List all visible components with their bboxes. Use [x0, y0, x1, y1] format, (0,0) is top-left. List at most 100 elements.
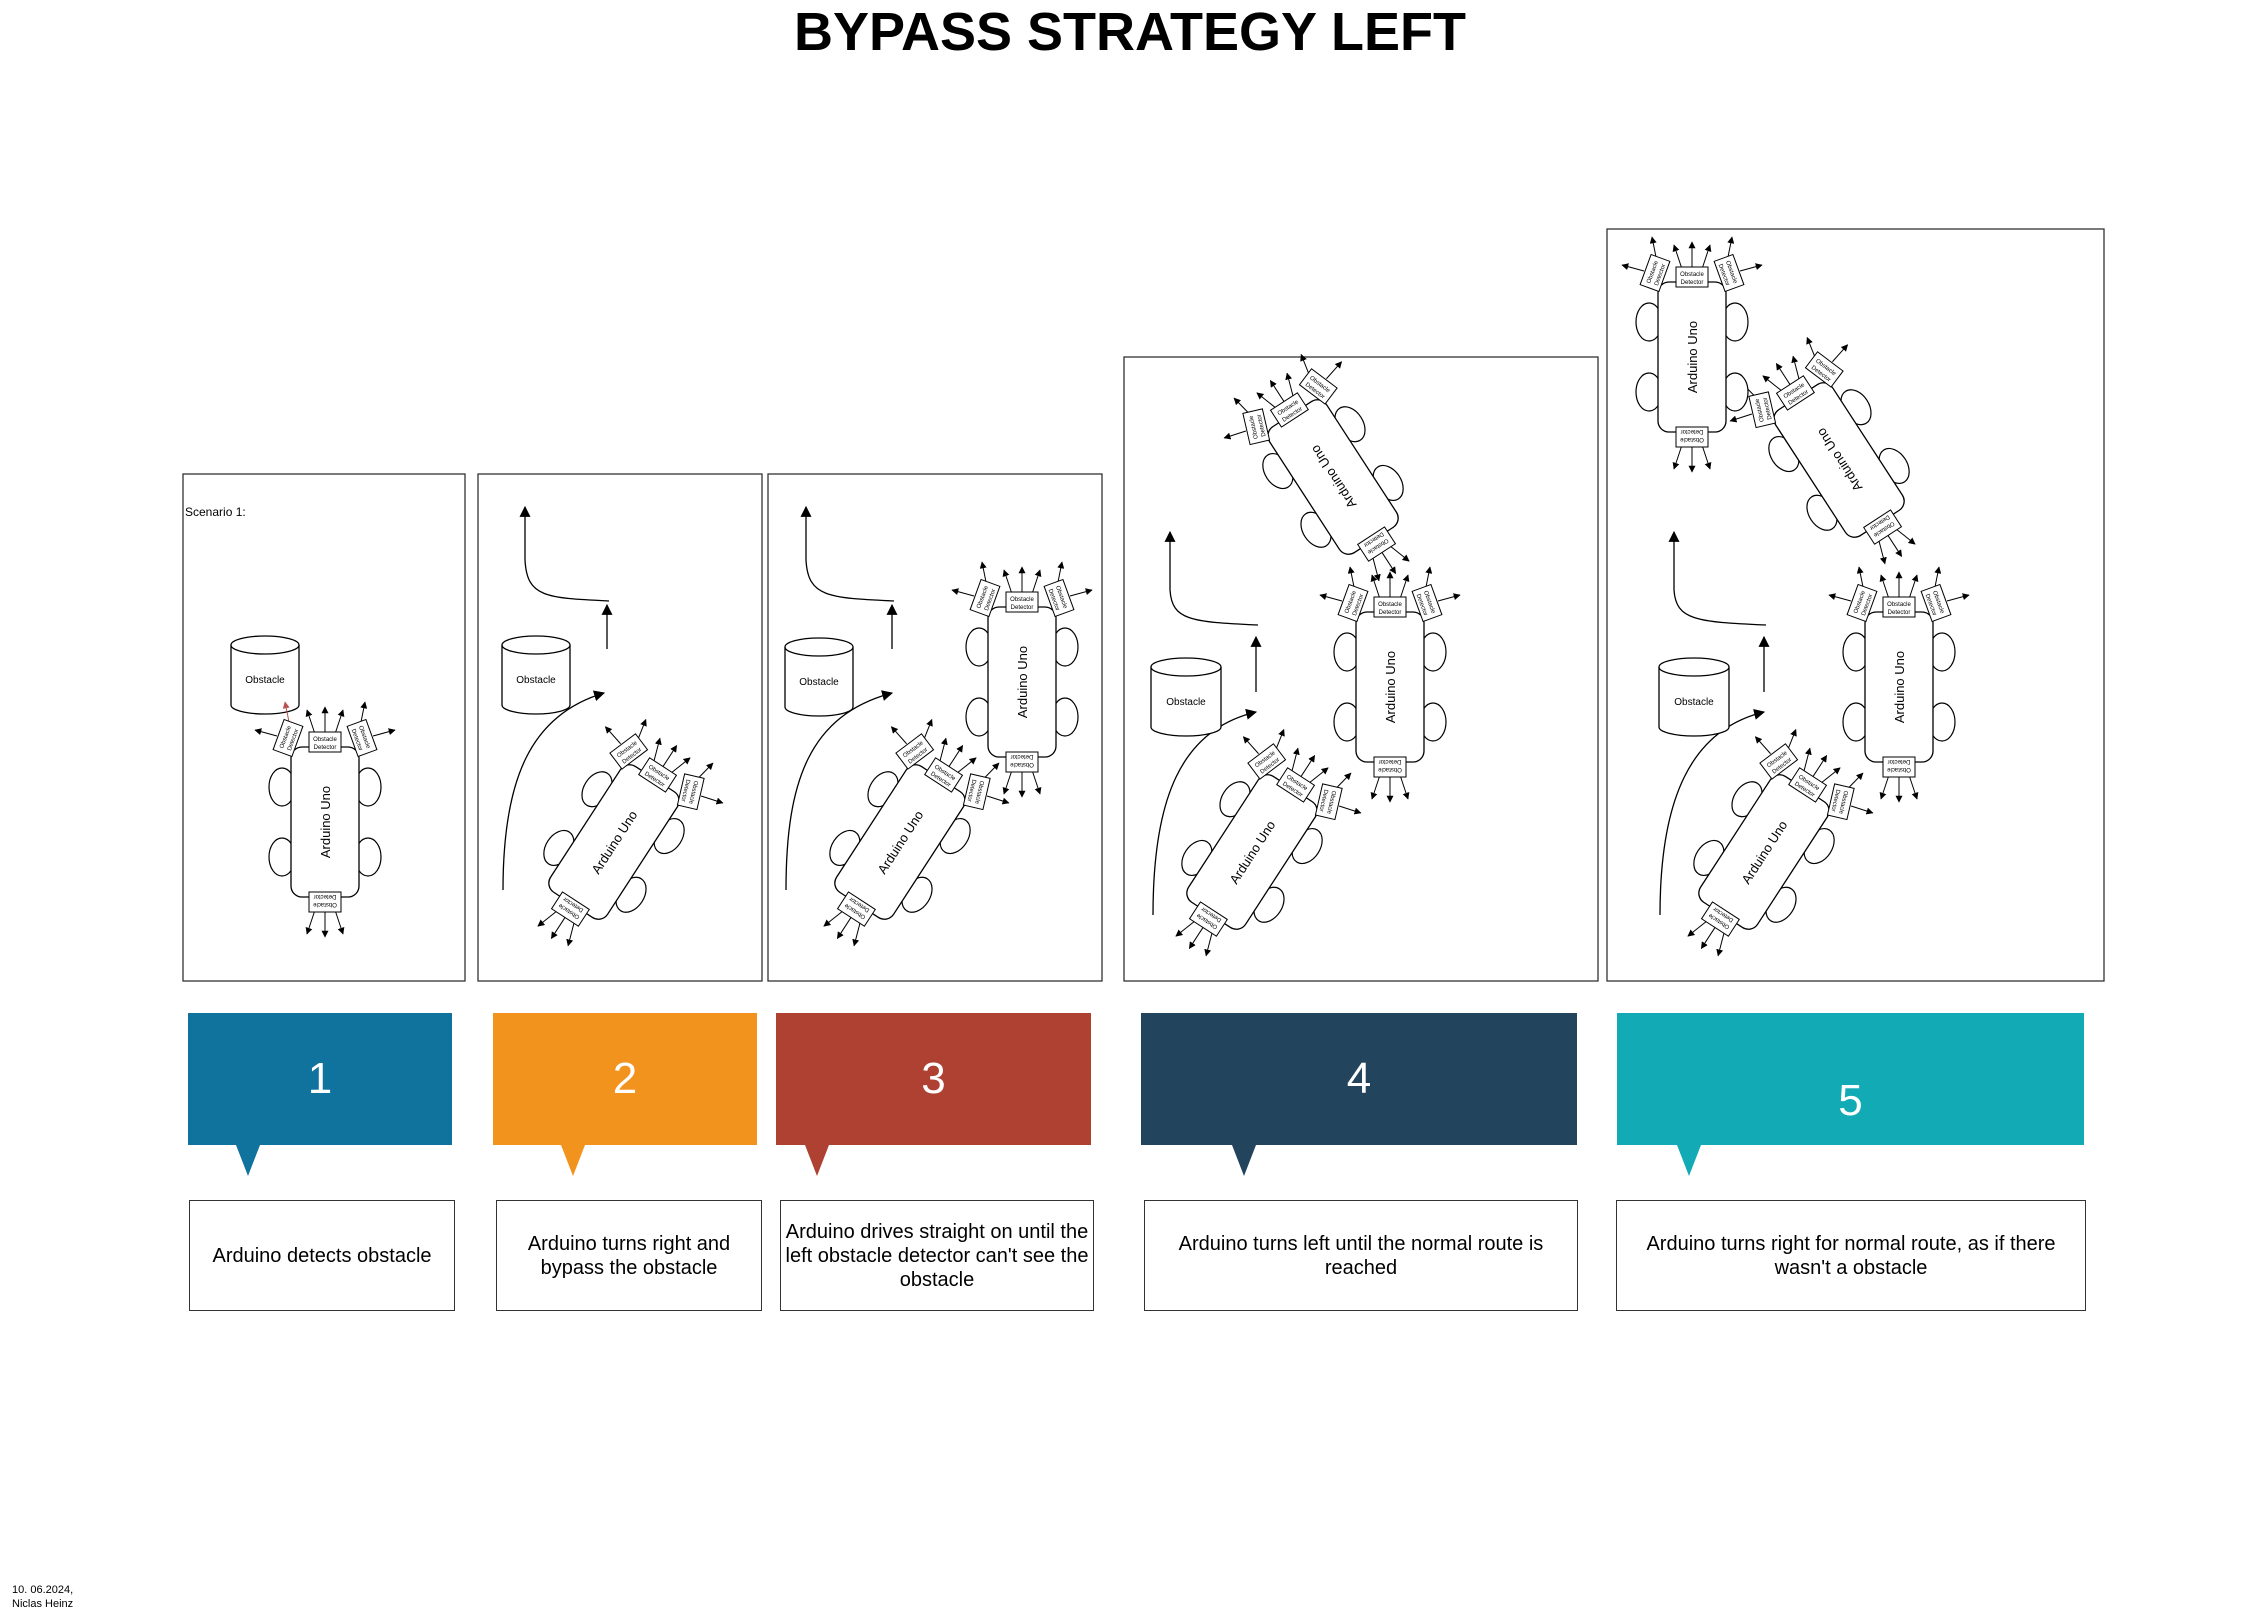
- svg-text:Obstacle: Obstacle: [1755, 397, 1766, 422]
- svg-text:Detector: Detector: [1011, 605, 1034, 611]
- svg-text:Obstacle: Obstacle: [313, 901, 337, 907]
- svg-text:Detector: Detector: [314, 745, 337, 751]
- arduino-robot: Arduino UnoObstacleDetectorObstacleDetec…: [1223, 353, 1410, 582]
- svg-text:Obstacle: Obstacle: [1010, 761, 1034, 767]
- step-5-callout: 5: [1617, 1013, 2084, 1178]
- arduino-robot: Arduino UnoObstacleDetectorObstacleDetec…: [254, 701, 396, 938]
- obstacle-cylinder: Obstacle: [230, 635, 300, 715]
- svg-text:Obstacle: Obstacle: [1680, 272, 1704, 278]
- svg-text:Detector: Detector: [1011, 753, 1034, 759]
- route-arrow: [800, 505, 895, 602]
- obstacle-detector: Obstacle Detector: [1882, 756, 1916, 778]
- step-4-callout: 4: [1141, 1013, 1577, 1178]
- svg-text:Obstacle: Obstacle: [1378, 766, 1402, 772]
- svg-text:Detector: Detector: [1829, 789, 1840, 812]
- obstacle-cylinder: Obstacle: [784, 637, 854, 717]
- obstacle-detector: Obstacle Detector: [1675, 266, 1709, 288]
- arduino-robot: Arduino UnoObstacleDetectorObstacleDetec…: [1828, 566, 1970, 803]
- step-2-description: Arduino turns right and bypass the obsta…: [496, 1200, 762, 1311]
- scenario-panel-2: [477, 473, 763, 982]
- obstacle-label: Obstacle: [245, 675, 285, 686]
- svg-text:Detector: Detector: [679, 779, 690, 802]
- footer-author: Niclas Heinz: [12, 1598, 74, 1610]
- route-arrow: [519, 505, 610, 602]
- robot-label: Arduino Uno: [1892, 651, 1907, 723]
- step-number: 2: [612, 1054, 638, 1103]
- robot-label: Arduino Uno: [1015, 646, 1030, 718]
- scenario-panel-3: [767, 473, 1103, 982]
- step-4-description: Arduino turns left until the normal rout…: [1144, 1200, 1578, 1311]
- robot-label: Arduino Uno: [1383, 651, 1398, 723]
- arduino-robot: Arduino UnoObstacleDetectorObstacleDetec…: [823, 718, 1010, 947]
- obstacle-detector: Obstacle Detector: [1373, 756, 1407, 778]
- svg-text:Obstacle: Obstacle: [1887, 602, 1911, 608]
- diagram-title: BYPASS STRATEGY LEFT: [793, 2, 1467, 62]
- obstacle-detector: Obstacle Detector: [308, 731, 342, 753]
- svg-text:Obstacle: Obstacle: [313, 737, 337, 743]
- route-arrow: [1152, 708, 1258, 916]
- route-arrow: [1164, 530, 1259, 626]
- svg-text:Obstacle: Obstacle: [1010, 597, 1034, 603]
- obstacle-detector: Obstacle Detector: [1005, 751, 1039, 773]
- svg-text:Detector: Detector: [1681, 428, 1704, 434]
- arduino-robot: Arduino UnoObstacleDetectorObstacleDetec…: [1687, 728, 1874, 957]
- step-3-description: Arduino drives straight on until the lef…: [780, 1200, 1094, 1311]
- obstacle-cylinder: Obstacle: [1658, 657, 1730, 737]
- obstacle-label: Obstacle: [1674, 697, 1714, 708]
- arduino-robot: Arduino UnoObstacleDetectorObstacleDetec…: [1729, 336, 1916, 565]
- arduino-robot: Arduino Uno Obstacle Detector Obstacle Detec…: [951, 561, 1093, 798]
- svg-text:Detector: Detector: [1763, 397, 1774, 420]
- svg-text:Obstacle: Obstacle: [1378, 602, 1402, 608]
- obstacle-label: Obstacle: [516, 675, 556, 686]
- step-3-callout: 3: [776, 1013, 1091, 1178]
- svg-text:Detector: Detector: [1379, 758, 1402, 764]
- step-2-callout: 2: [493, 1013, 757, 1178]
- step-1-callout: 1: [188, 1013, 452, 1178]
- svg-text:Detector: Detector: [1888, 758, 1911, 764]
- obstacle-label: Obstacle: [1166, 697, 1206, 708]
- arduino-robot: Arduino Uno Obstacle Detector Obstacle Detec…: [1319, 566, 1461, 803]
- route-arrow: [1659, 709, 1766, 916]
- route-arrow: [502, 690, 606, 891]
- svg-text:Detector: Detector: [1317, 789, 1328, 812]
- route-arrow: [785, 690, 894, 891]
- svg-text:Detector: Detector: [965, 779, 976, 802]
- obstacle-detector: Obstacle Detector: [1005, 591, 1039, 613]
- svg-text:Obstacle: Obstacle: [1249, 414, 1260, 439]
- robot-label: Arduino Uno: [318, 786, 333, 858]
- step-number: 1: [307, 1054, 333, 1103]
- arduino-robot: Arduino UnoObstacleDetectorObstacleDetec…: [537, 718, 724, 947]
- scenario-panel-4: [1123, 356, 1599, 982]
- footer-date: 10. 06.2024,: [12, 1584, 74, 1596]
- svg-text:Detector: Detector: [1257, 414, 1268, 437]
- svg-text:Detector: Detector: [1681, 280, 1704, 286]
- scenario-panel-5: [1606, 228, 2105, 982]
- svg-text:Detector: Detector: [1379, 610, 1402, 616]
- step-5-description: Arduino turns right for normal route, as…: [1616, 1200, 2086, 1311]
- route-arrow: [1668, 530, 1767, 626]
- svg-text:Obstacle: Obstacle: [1887, 766, 1911, 772]
- step-number: 3: [921, 1054, 946, 1103]
- obstacle-cylinder: Obstacle: [1150, 657, 1222, 737]
- footer: 10. 06.2024, Niclas Heinz: [12, 1583, 73, 1611]
- step-number: 5: [1838, 1076, 1863, 1125]
- svg-text:Obstacle: Obstacle: [1325, 790, 1336, 815]
